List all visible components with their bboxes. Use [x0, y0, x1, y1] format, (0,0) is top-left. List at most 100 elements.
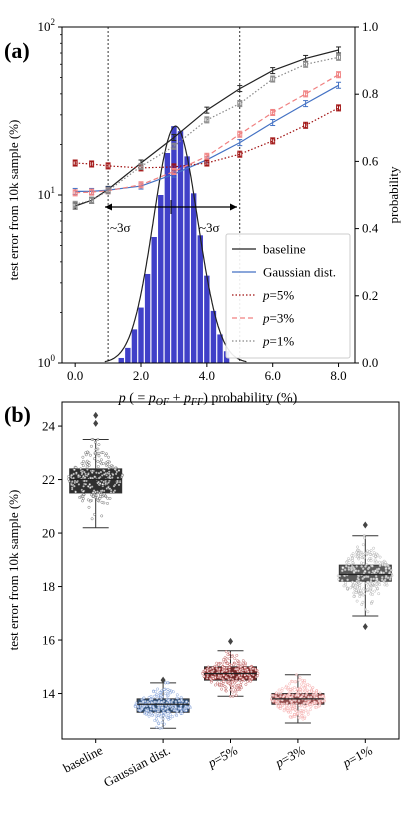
swarm-point	[108, 487, 112, 491]
swarm-point	[286, 706, 290, 710]
box-plot	[67, 411, 124, 529]
swarm-point	[218, 683, 222, 686]
swarm-point	[380, 571, 383, 575]
legend: baseline Gaussian dist. p=5% p=3% p=1%	[225, 233, 351, 359]
swarm-point	[288, 682, 291, 686]
swarm-point	[238, 676, 242, 679]
swarm-point	[367, 566, 371, 570]
panel-a: (a) ~3σ ~3σ 0.0 2.0 4.0 6.0 8.0 100 101 102 0.…	[4, 17, 401, 408]
swarm-point	[101, 489, 104, 492]
y2-tick-label: 0.8	[362, 86, 378, 101]
swarm-point	[366, 549, 369, 553]
swarm-point	[300, 703, 304, 707]
swarm-point	[166, 716, 169, 719]
swarm-point	[222, 666, 226, 670]
swarm-point	[153, 700, 156, 704]
swarm-point	[80, 471, 84, 475]
histogram-bar	[190, 193, 197, 363]
swarm-point	[347, 557, 350, 561]
swarm-point	[67, 475, 71, 478]
swarm-points	[270, 673, 326, 721]
swarm-point	[155, 717, 158, 721]
swarm-point	[352, 595, 356, 598]
swarm-point	[271, 694, 275, 697]
swarm-point	[389, 576, 393, 579]
data-point	[72, 160, 78, 166]
y-axis-left-label: test error from 10k sample (%)	[6, 120, 21, 281]
swarm-point	[158, 691, 162, 694]
y-axis-right-ticks: 0.0 0.2 0.4 0.6 0.8 1.0	[355, 19, 379, 370]
swarm-point	[169, 691, 172, 695]
x-axis-ticks: 0.0 2.0 4.0 6.0 8.0	[67, 363, 347, 383]
swarm-point	[384, 569, 388, 573]
swarm-point	[160, 726, 164, 730]
x-tick-label: 0.0	[67, 368, 83, 383]
swarm-point	[374, 554, 377, 558]
swarm-point	[304, 708, 308, 712]
swarm-point	[368, 557, 372, 560]
swarm-point	[93, 451, 97, 455]
swarm-point	[93, 457, 96, 461]
swarm-points	[67, 438, 124, 521]
swarm-point	[369, 559, 373, 563]
swarm-point	[171, 715, 174, 719]
swarm-point	[241, 677, 245, 681]
swarm-point	[361, 577, 365, 580]
swarm-point	[86, 468, 89, 471]
swarm-point	[75, 480, 79, 484]
swarm-point	[87, 464, 91, 467]
swarm-point	[235, 654, 239, 657]
y2-tick-label: 1.0	[362, 19, 378, 34]
swarm-point	[314, 706, 318, 709]
swarm-point	[89, 453, 92, 457]
swarm-point	[171, 699, 175, 702]
swarm-point	[294, 699, 297, 702]
data-point	[89, 161, 95, 167]
swarm-point	[314, 691, 318, 695]
swarm-point	[175, 693, 179, 697]
histogram	[118, 126, 230, 364]
swarm-point	[220, 687, 223, 691]
swarm-point	[154, 711, 157, 715]
swarm-point	[295, 673, 298, 677]
swarm-point	[100, 514, 104, 518]
swarm-point	[389, 568, 393, 572]
swarm-point	[361, 600, 365, 604]
swarm-point	[292, 704, 296, 708]
swarm-point	[291, 680, 294, 683]
swarm-point	[281, 704, 284, 707]
swarm-point	[295, 687, 299, 691]
swarm-point	[84, 482, 88, 486]
swarm-point	[370, 602, 373, 605]
swarm-point	[106, 502, 109, 505]
swarm-point	[234, 688, 237, 692]
x-tick-label: 2.0	[133, 368, 149, 383]
outlier-point	[160, 676, 166, 684]
swarm-point	[284, 686, 288, 690]
swarm-point	[236, 659, 239, 663]
swarm-point	[244, 683, 248, 686]
y-tick-label: 20	[42, 526, 55, 541]
swarm-point	[384, 561, 387, 564]
data-point	[270, 138, 276, 144]
series-line	[75, 84, 339, 192]
swarm-point	[359, 581, 363, 584]
histogram-bar	[177, 131, 184, 363]
swarm-point	[243, 661, 247, 665]
y-tick-label: 102	[38, 17, 56, 34]
swarm-point	[160, 700, 164, 704]
swarm-point	[178, 707, 182, 710]
swarm-point	[306, 683, 310, 686]
swarm-point	[301, 711, 305, 715]
swarm-point	[296, 694, 300, 698]
swarm-point	[372, 546, 375, 550]
swarm-point	[157, 721, 161, 725]
swarm-point	[367, 571, 371, 574]
swarm-point	[354, 591, 358, 594]
x-category-label: p=3%	[272, 742, 308, 770]
swarm-point	[102, 492, 106, 496]
data-point	[336, 54, 341, 60]
swarm-point	[295, 702, 298, 706]
swarm-point	[357, 551, 361, 555]
swarm-point	[373, 558, 377, 562]
